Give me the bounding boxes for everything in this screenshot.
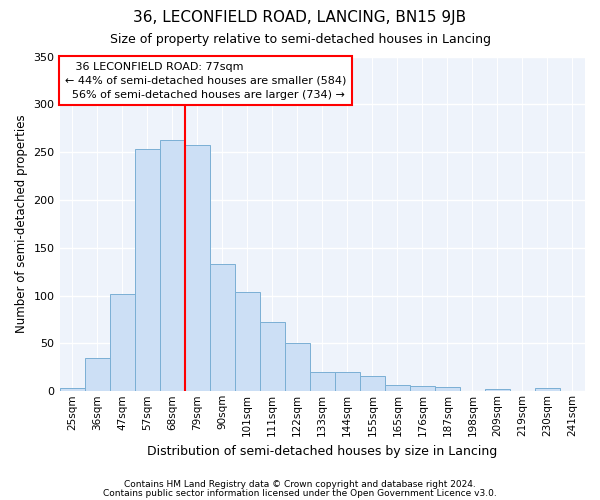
Bar xyxy=(209,264,235,392)
Text: 36 LECONFIELD ROAD: 77sqm   
← 44% of semi-detached houses are smaller (584)
  5: 36 LECONFIELD ROAD: 77sqm ← 44% of semi-… xyxy=(65,62,346,100)
Bar xyxy=(435,388,460,392)
Bar xyxy=(134,150,160,392)
Bar xyxy=(360,376,385,392)
Y-axis label: Number of semi-detached properties: Number of semi-detached properties xyxy=(15,114,28,333)
Bar xyxy=(59,388,85,392)
Text: Contains HM Land Registry data © Crown copyright and database right 2024.: Contains HM Land Registry data © Crown c… xyxy=(124,480,476,489)
Bar xyxy=(410,386,435,392)
Bar xyxy=(310,372,335,392)
Bar xyxy=(285,344,310,392)
Bar xyxy=(185,146,209,392)
Text: Size of property relative to semi-detached houses in Lancing: Size of property relative to semi-detach… xyxy=(110,32,491,46)
Text: 36, LECONFIELD ROAD, LANCING, BN15 9JB: 36, LECONFIELD ROAD, LANCING, BN15 9JB xyxy=(133,10,467,25)
Text: Contains public sector information licensed under the Open Government Licence v3: Contains public sector information licen… xyxy=(103,488,497,498)
Bar xyxy=(535,388,560,392)
Bar xyxy=(160,140,185,392)
X-axis label: Distribution of semi-detached houses by size in Lancing: Distribution of semi-detached houses by … xyxy=(147,444,497,458)
Bar xyxy=(110,294,134,392)
Bar xyxy=(335,372,360,392)
Bar xyxy=(85,358,110,392)
Bar xyxy=(235,292,260,392)
Bar xyxy=(260,322,285,392)
Bar xyxy=(385,384,410,392)
Bar xyxy=(485,390,510,392)
